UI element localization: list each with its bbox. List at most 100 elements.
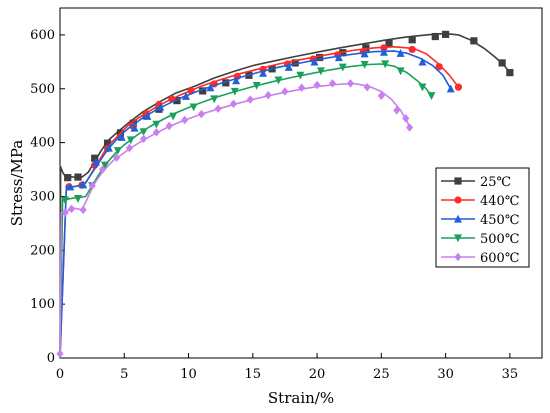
- y-tick-label: 500: [30, 82, 55, 97]
- data-point: [406, 123, 414, 132]
- data-point: [143, 112, 152, 120]
- legend-item: 500℃: [441, 232, 519, 247]
- legend-marker: [454, 196, 462, 204]
- data-point: [310, 57, 319, 66]
- x-tick-label: 10: [180, 367, 197, 382]
- data-point: [442, 30, 450, 38]
- data-point: [259, 68, 268, 77]
- data-point: [113, 147, 122, 155]
- data-point: [165, 121, 173, 131]
- legend-item: 440℃: [441, 194, 519, 209]
- data-point: [91, 157, 100, 166]
- data-point: [246, 95, 254, 104]
- data-point: [274, 76, 283, 85]
- data-point: [67, 204, 76, 214]
- data-point: [385, 39, 393, 48]
- data-point: [408, 45, 416, 54]
- data-point: [381, 60, 390, 69]
- data-point: [61, 196, 70, 205]
- data-point: [316, 67, 325, 76]
- data-point: [454, 83, 463, 91]
- data-point: [360, 60, 369, 69]
- legend-label: 450℃: [480, 213, 519, 228]
- data-point: [296, 71, 305, 80]
- legend-label: 600℃: [480, 251, 519, 266]
- data-point: [130, 123, 139, 132]
- x-tick-label: 15: [245, 367, 262, 382]
- series-line: [59, 63, 433, 359]
- data-point: [498, 59, 506, 67]
- legend-marker: [454, 234, 462, 243]
- data-point: [334, 53, 343, 62]
- data-point: [229, 99, 238, 109]
- data-point: [79, 180, 88, 189]
- data-point: [152, 128, 160, 137]
- series-line: [59, 50, 452, 359]
- data-point: [206, 83, 215, 92]
- data-point: [396, 49, 405, 57]
- data-point: [152, 120, 161, 129]
- legend-marker: [454, 214, 462, 223]
- data-point: [232, 76, 241, 85]
- data-point: [346, 79, 355, 88]
- legend-box: [435, 167, 530, 268]
- data-point: [66, 182, 75, 191]
- data-point: [189, 103, 198, 112]
- data-point: [181, 115, 189, 125]
- data-point: [427, 92, 436, 100]
- y-tick-label: 200: [30, 243, 55, 258]
- y-tick-label: 400: [30, 136, 55, 151]
- data-point: [435, 63, 443, 71]
- data-point: [264, 91, 272, 100]
- data-point: [377, 91, 385, 100]
- data-point: [210, 95, 219, 104]
- y-tick-label: 300: [30, 189, 55, 204]
- data-point: [328, 79, 337, 88]
- data-point: [139, 128, 148, 137]
- data-point: [379, 47, 388, 56]
- y-tick-label: 0: [47, 351, 55, 366]
- legend-item: 600℃: [441, 251, 519, 266]
- data-point: [61, 208, 69, 217]
- legend-item: 450℃: [441, 213, 519, 228]
- data-point: [313, 80, 321, 90]
- data-point: [100, 161, 109, 170]
- data-point: [98, 165, 107, 174]
- data-point: [418, 83, 427, 92]
- legend-label: 500℃: [480, 232, 519, 247]
- legend-marker: [454, 177, 462, 185]
- data-point: [126, 136, 135, 145]
- y-axis: 0 100 200 300 400 500 600: [30, 28, 65, 366]
- data-point: [284, 63, 293, 71]
- x-tick-label: 35: [502, 367, 519, 382]
- legend-marker: [454, 252, 462, 262]
- y-axis-title: Stress/MPa: [8, 140, 26, 227]
- data-point: [363, 82, 371, 92]
- legend-item: 25℃: [441, 175, 511, 190]
- x-tick-label: 0: [56, 367, 64, 382]
- data-point: [169, 112, 178, 121]
- data-point: [230, 87, 239, 96]
- data-point: [252, 81, 261, 90]
- data-point: [418, 57, 427, 66]
- data-point: [125, 143, 134, 153]
- data-point: [117, 133, 126, 141]
- data-point: [181, 92, 190, 100]
- data-point: [393, 106, 401, 115]
- data-point: [362, 44, 370, 52]
- legend-label: 440℃: [480, 194, 519, 209]
- data-point: [197, 109, 205, 119]
- data-point: [316, 53, 324, 62]
- y-tick-label: 100: [30, 297, 55, 312]
- data-point: [470, 37, 478, 45]
- data-point: [506, 69, 514, 77]
- data-point: [156, 102, 165, 111]
- y-tick-label: 600: [30, 28, 55, 43]
- data-point: [73, 195, 82, 203]
- x-tick-label: 5: [120, 367, 128, 382]
- data-point: [298, 83, 306, 92]
- x-tick-label: 30: [437, 367, 454, 382]
- data-point: [103, 139, 112, 147]
- data-point: [281, 87, 289, 96]
